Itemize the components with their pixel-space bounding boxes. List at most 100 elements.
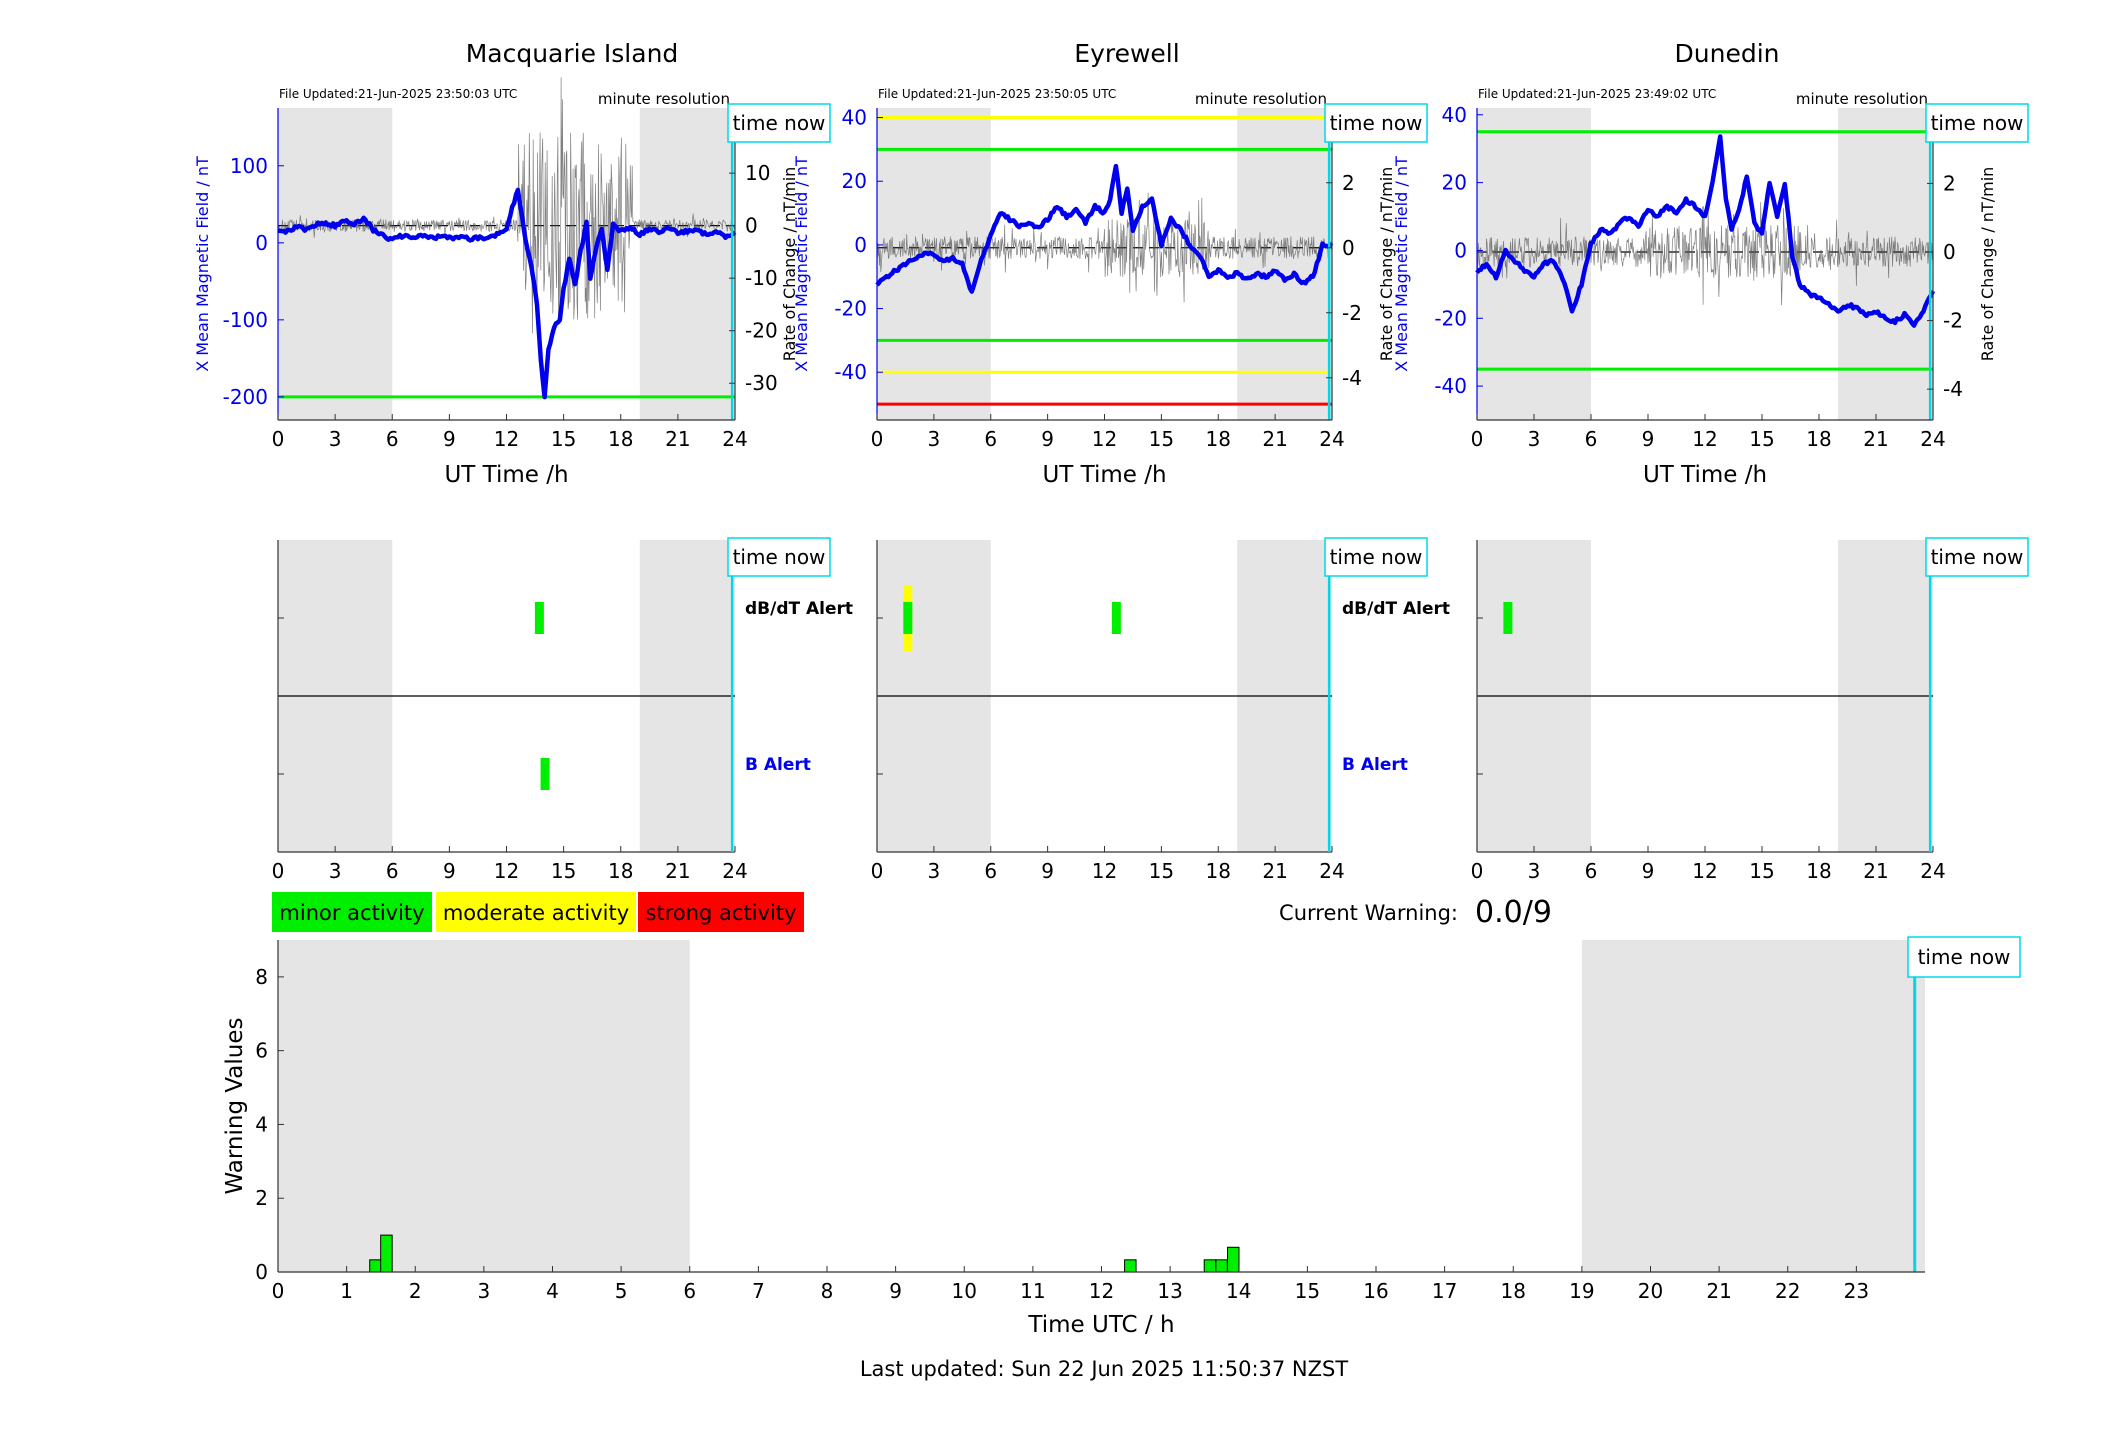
- x-tick-label: 24: [722, 427, 747, 451]
- activity-legend: minor activity moderate activity strong …: [272, 892, 804, 932]
- x-axis-label: UT Time /h: [444, 462, 568, 488]
- x-tick-label: 3: [478, 1279, 491, 1303]
- left-y-axis-label: X Mean Magnetic Field / nT: [1392, 156, 1411, 372]
- x-tick-label: 3: [1528, 859, 1541, 883]
- x-tick-label: 15: [551, 427, 576, 451]
- x-tick-label: 12: [494, 859, 519, 883]
- x-tick-label: 15: [1749, 859, 1774, 883]
- legend-label-strong: strong activity: [646, 901, 797, 925]
- warning-bar: [1203, 1259, 1217, 1273]
- x-tick-label: 6: [1585, 427, 1598, 451]
- x-axis-label: UT Time /h: [1042, 462, 1166, 488]
- x-tick-label: 21: [1706, 1279, 1731, 1303]
- x-tick-label: 3: [329, 859, 342, 883]
- station-title: Eyrewell: [1074, 39, 1179, 68]
- file-updated: File Updated:21-Jun-2025 23:50:05 UTC: [878, 87, 1116, 101]
- rate-of-change-series: [876, 192, 1333, 303]
- x-tick-label: 15: [1749, 427, 1774, 451]
- x-tick-label: 6: [386, 859, 399, 883]
- x-tick-label: 12: [1092, 859, 1117, 883]
- x-tick-label: 21: [665, 859, 690, 883]
- x-tick-label: 24: [1319, 859, 1344, 883]
- x-tick-label: 0: [272, 1279, 285, 1303]
- x-tick-label: 13: [1157, 1279, 1182, 1303]
- mean-field-series: [875, 163, 1334, 294]
- x-tick-label: 0: [272, 427, 285, 451]
- right-y-tick-label: 0: [745, 214, 758, 238]
- x-tick-label: 3: [1528, 427, 1541, 451]
- dbdt-alert-label: dB/dT Alert: [745, 599, 853, 619]
- time-now-label: time now: [1931, 111, 2024, 135]
- x-tick-label: 24: [1920, 859, 1945, 883]
- x-tick-label: 21: [1262, 427, 1287, 451]
- x-tick-label: 3: [329, 427, 342, 451]
- x-tick-label: 15: [1149, 427, 1174, 451]
- time-now-box: [1324, 103, 1428, 143]
- x-tick-label: 11: [1020, 1279, 1045, 1303]
- x-tick-label: 9: [443, 859, 456, 883]
- right-y-tick-label: 2: [1943, 171, 1956, 195]
- left-y-tick-label: -40: [1434, 374, 1467, 398]
- x-axis-label: UT Time /h: [1643, 462, 1767, 488]
- x-tick-label: 9: [1642, 859, 1655, 883]
- left-y-axis-label: X Mean Magnetic Field / nT: [193, 156, 212, 372]
- warning-bar: [1124, 1259, 1137, 1273]
- x-tick-label: 21: [1863, 427, 1888, 451]
- warning-bar: [380, 1234, 393, 1273]
- left-y-tick-label: -200: [223, 385, 268, 409]
- rate-of-change-series: [1476, 201, 1934, 306]
- x-tick-label: 12: [1089, 1279, 1114, 1303]
- x-tick-label: 20: [1638, 1279, 1663, 1303]
- resolution-label: minute resolution: [1195, 90, 1327, 108]
- y-tick-label: 6: [255, 1039, 268, 1063]
- resolution-label: minute resolution: [1796, 90, 1928, 108]
- left-y-tick-label: 0: [255, 231, 268, 255]
- right-y-tick-label: -4: [1943, 377, 1963, 401]
- time-now-label: time now: [733, 545, 826, 569]
- file-updated: File Updated:21-Jun-2025 23:50:03 UTC: [279, 87, 517, 101]
- night-band: [877, 108, 991, 420]
- current-warning-value: 0.0/9: [1475, 895, 1552, 930]
- x-tick-label: 1: [340, 1279, 353, 1303]
- b-alert-label: B Alert: [745, 755, 811, 775]
- x-tick-label: 21: [1863, 859, 1888, 883]
- legend-label-minor: minor activity: [279, 901, 424, 925]
- alert-panel-eyrewell: 0 3 6 9 12 15 18 21 24 dB/dT Alert B Alert time now: [871, 537, 1450, 883]
- last-updated: Last updated: Sun 22 Jun 2025 11:50:37 N…: [860, 1357, 1349, 1381]
- x-tick-label: 12: [1692, 859, 1717, 883]
- x-tick-label: 18: [1806, 859, 1831, 883]
- x-tick-label: 12: [1692, 427, 1717, 451]
- x-tick-label: 15: [1149, 859, 1174, 883]
- x-tick-label: 6: [984, 859, 997, 883]
- warning-bar: [369, 1259, 382, 1273]
- warning-bar: [1215, 1259, 1228, 1273]
- x-tick-label: 0: [1471, 427, 1484, 451]
- night-band: [278, 940, 690, 1272]
- time-now-box: [1925, 537, 2029, 577]
- warning-values-chart: 0 1 2 3 4 5 6 7 8 9 10 11 12 13 14 15 16 17 18 19 20 21 22 2302…: [222, 936, 2021, 1338]
- dbdt-alert-label: dB/dT Alert: [1342, 599, 1450, 619]
- right-y-axis-label: Rate of Change / nT/min: [1978, 167, 1997, 362]
- x-tick-label: 0: [871, 427, 884, 451]
- right-y-tick-label: 0: [1943, 240, 1956, 264]
- mean-field-series: [277, 187, 737, 400]
- time-now-label: time now: [1330, 545, 1423, 569]
- right-y-axis-label: Rate of Change / nT/min: [780, 167, 799, 362]
- right-y-tick-label: -2: [1342, 301, 1362, 325]
- x-tick-label: 0: [1471, 859, 1484, 883]
- station-chart-dunedin: Dunedin 03691215182124-40-2002040-4-2024…: [1392, 39, 2029, 488]
- x-tick-label: 7: [752, 1279, 765, 1303]
- b-alert-label: B Alert: [1342, 755, 1408, 775]
- warning-bar: [1227, 1246, 1240, 1273]
- time-now-box: [1907, 936, 2021, 978]
- y-tick-label: 8: [255, 965, 268, 989]
- y-tick-label: 0: [255, 1260, 268, 1284]
- x-tick-label: 15: [551, 859, 576, 883]
- x-tick-label: 18: [1501, 1279, 1526, 1303]
- alert-panel-dunedin: 0 3 6 9 12 15 18 21 24 time now: [1471, 537, 2029, 883]
- x-tick-label: 9: [889, 1279, 902, 1303]
- right-y-tick-label: 0: [1342, 236, 1355, 260]
- x-tick-label: 9: [1041, 427, 1054, 451]
- left-y-tick-label: -20: [1434, 306, 1467, 330]
- x-tick-label: 21: [665, 427, 690, 451]
